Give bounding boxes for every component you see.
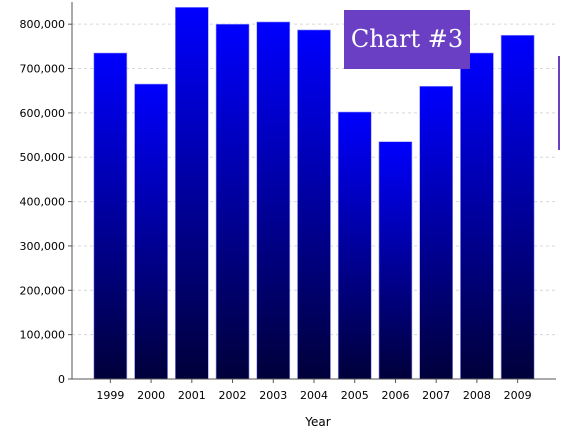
y-tick-label: 100,000: [20, 329, 66, 342]
bar: [175, 7, 209, 380]
bar: [337, 111, 372, 380]
y-tick-label: 700,000: [20, 63, 66, 76]
bar: [134, 83, 168, 380]
x-tick-label: 2006: [381, 389, 409, 402]
x-tick-label: 2009: [504, 389, 532, 402]
bar: [419, 85, 453, 380]
x-tick-label: 2002: [219, 389, 247, 402]
chart-badge-label: Chart #3: [350, 25, 464, 53]
y-tick-label: 500,000: [20, 151, 66, 164]
y-tick-label: 200,000: [20, 284, 66, 297]
bar: [93, 52, 128, 380]
bar: [378, 141, 413, 380]
x-tick-label: 2007: [422, 389, 450, 402]
bar: [256, 21, 291, 380]
tick-labels: 0 100,000 200,000 300,000 400,000 500,000 600,…: [20, 18, 532, 402]
y-tick-label: 600,000: [20, 107, 66, 120]
x-tick-label: 2008: [463, 389, 491, 402]
axes: [68, 2, 556, 383]
y-tick-label: 300,000: [20, 240, 66, 253]
bars: [93, 7, 535, 380]
x-tick-label: 2001: [178, 389, 206, 402]
x-tick-label: 2000: [137, 389, 165, 402]
bar: [297, 29, 331, 380]
bar: [500, 34, 535, 380]
bar: [460, 52, 494, 380]
side-tab-edge: [558, 56, 561, 150]
x-tick-label: 2005: [341, 389, 369, 402]
y-tick-label: 800,000: [20, 18, 66, 31]
chart-badge: Chart #3: [344, 10, 470, 69]
x-tick-label: 2004: [300, 389, 328, 402]
x-tick-label: 2003: [259, 389, 287, 402]
x-tick-label: 1999: [96, 389, 124, 402]
bar: [215, 23, 250, 380]
y-tick-label: 400,000: [20, 196, 66, 209]
x-axis-title: Year: [304, 415, 330, 429]
y-tick-label: 0: [58, 373, 65, 386]
